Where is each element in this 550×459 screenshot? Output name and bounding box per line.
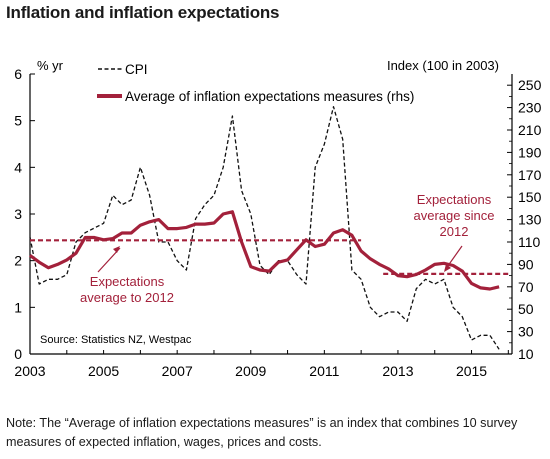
x-tick-label: 2005 <box>88 363 119 379</box>
right-tick-label: 90 <box>518 256 534 272</box>
annotation-average-to-2012-line: Expectations <box>90 274 165 289</box>
x-tick-label: 2003 <box>14 363 45 379</box>
x-tick-label: 2013 <box>382 363 413 379</box>
left-tick-label: 0 <box>14 346 22 362</box>
series-line-0 <box>29 106 500 350</box>
right-tick-label: 210 <box>518 122 542 138</box>
right-tick-label: 130 <box>518 212 542 228</box>
annotation-arrowhead-since-2012 <box>444 264 451 272</box>
right-tick-label: 250 <box>518 77 542 93</box>
chart-marks <box>29 106 509 350</box>
annotation-average-to-2012-line: average to 2012 <box>80 290 174 305</box>
footnote: Note: The “Average of inflation expectat… <box>6 416 518 449</box>
annotation-arrowhead-to-2012 <box>113 246 120 253</box>
right-tick-label: 110 <box>518 234 541 250</box>
left-tick-label: 2 <box>14 253 22 269</box>
right-tick-label: 50 <box>518 301 534 317</box>
annotation-average-since-2012-line: 2012 <box>440 224 469 239</box>
x-tick-label: 2011 <box>309 363 339 379</box>
legend-label-cpi: CPI <box>125 62 148 77</box>
legend: CPI Average of inflation expectations mea… <box>97 62 414 104</box>
legend-label-expectations: Average of inflation expectations measur… <box>125 89 414 104</box>
annotation-average-since-2012-line: average since <box>414 208 495 223</box>
left-tick-label: 1 <box>14 299 22 315</box>
series-line-1 <box>29 210 500 291</box>
right-axis-title: Index (100 in 2003) <box>387 58 499 73</box>
right-tick-label: 70 <box>518 279 534 295</box>
x-tick-label: 2007 <box>162 363 193 379</box>
right-tick-label: 10 <box>518 346 534 362</box>
x-tick-label: 2009 <box>235 363 266 379</box>
x-tick-label: 2015 <box>456 363 487 379</box>
source-note: Source: Statistics NZ, Westpac <box>40 334 192 346</box>
right-tick-label: 190 <box>518 144 542 160</box>
chart-labels: % yr Index (100 in 2003)Expectationsavera… <box>37 58 499 346</box>
left-axis-title: % yr <box>37 58 64 73</box>
left-tick-label: 4 <box>14 159 22 175</box>
line-chart: 0 1 2 3 4 5 6 10 30 50 70 90 110 130 150 170 190 210 230 25… <box>14 58 541 379</box>
annotation-average-since-2012-line: Expectations <box>417 192 492 207</box>
right-tick-label: 150 <box>518 189 542 205</box>
right-tick-label: 170 <box>518 167 542 183</box>
left-tick-label: 6 <box>14 66 22 82</box>
right-tick-label: 230 <box>518 100 542 116</box>
chart-title: Inflation and inflation expectations <box>6 3 280 22</box>
left-tick-label: 5 <box>14 113 22 129</box>
axes: 0 1 2 3 4 5 6 10 30 50 70 90 110 130 150 170 190 210 230 25… <box>14 66 541 379</box>
left-tick-label: 3 <box>14 206 22 222</box>
right-tick-label: 30 <box>518 324 534 340</box>
